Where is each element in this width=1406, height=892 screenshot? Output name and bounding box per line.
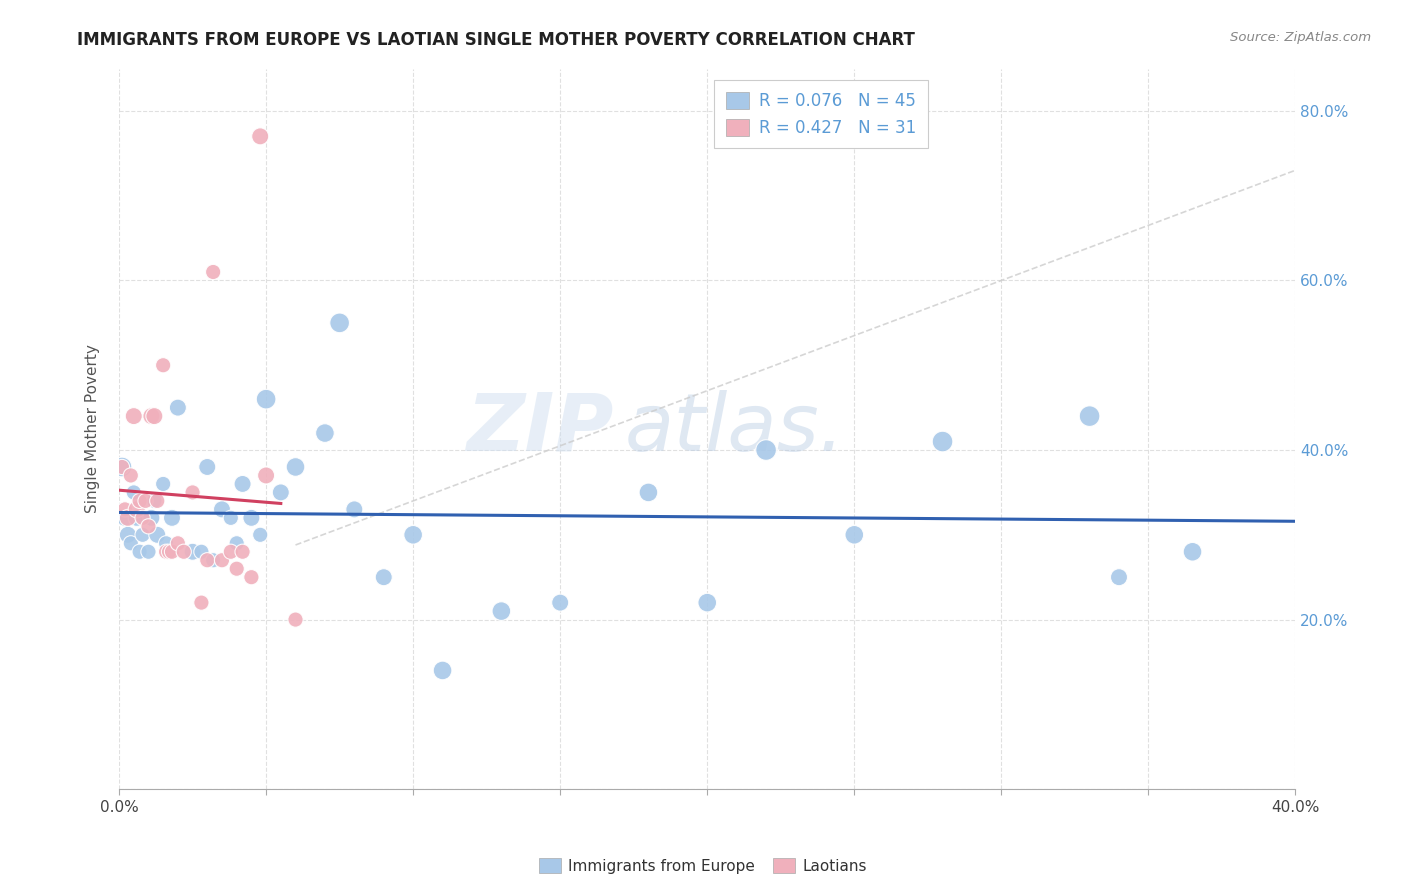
Point [155, 545, 177, 559]
Point [134, 494, 156, 508]
Point [373, 570, 395, 584]
Text: atlas.: atlas. [624, 390, 845, 467]
Point [219, 511, 242, 525]
Text: IMMIGRANTS FROM EUROPE VS LAOTIAN SINGLE MOTHER POVERTY CORRELATION CHART: IMMIGRANTS FROM EUROPE VS LAOTIAN SINGLE… [77, 31, 915, 49]
Point [122, 485, 145, 500]
Point [314, 426, 336, 441]
Point [160, 545, 183, 559]
Point [138, 545, 160, 559]
Point [755, 443, 778, 458]
Point [225, 562, 247, 576]
Point [232, 477, 254, 491]
Point [195, 460, 218, 475]
Point [240, 570, 263, 584]
Point [270, 485, 292, 500]
Point [225, 536, 247, 550]
Point [167, 536, 190, 550]
Point [249, 129, 271, 144]
Y-axis label: Single Mother Poverty: Single Mother Poverty [86, 344, 100, 513]
Point [343, 502, 366, 516]
Point [432, 664, 454, 678]
Point [254, 392, 277, 406]
Point [141, 511, 163, 525]
Point [117, 528, 139, 542]
Point [696, 596, 718, 610]
Point [146, 528, 169, 542]
Point [329, 316, 352, 330]
Text: Source: ZipAtlas.com: Source: ZipAtlas.com [1230, 31, 1371, 45]
Point [173, 545, 195, 559]
Point [167, 401, 190, 415]
Text: ZIP: ZIP [465, 390, 613, 467]
Point [637, 485, 659, 500]
Point [131, 511, 153, 525]
Point [931, 434, 953, 449]
Point [111, 460, 134, 475]
Point [125, 511, 148, 525]
Point [146, 494, 169, 508]
Point [1108, 570, 1130, 584]
Point [143, 494, 166, 508]
Point [844, 528, 866, 542]
Point [181, 545, 204, 559]
Point [157, 545, 180, 559]
Point [114, 511, 136, 525]
Point [284, 613, 307, 627]
Point [190, 545, 212, 559]
Point [120, 468, 142, 483]
Point [249, 528, 271, 542]
Point [125, 502, 148, 516]
Point [548, 596, 571, 610]
Point [160, 511, 183, 525]
Point [211, 502, 233, 516]
Legend: R = 0.076   N = 45, R = 0.427   N = 31: R = 0.076 N = 45, R = 0.427 N = 31 [714, 80, 928, 148]
Legend: Immigrants from Europe, Laotians: Immigrants from Europe, Laotians [533, 852, 873, 880]
Point [111, 460, 134, 475]
Point [190, 596, 212, 610]
Point [155, 536, 177, 550]
Point [117, 511, 139, 525]
Point [1078, 409, 1101, 423]
Point [122, 409, 145, 423]
Point [128, 494, 150, 508]
Point [131, 528, 153, 542]
Point [254, 468, 277, 483]
Point [240, 511, 263, 525]
Point [402, 528, 425, 542]
Point [152, 358, 174, 372]
Point [143, 409, 166, 423]
Point [211, 553, 233, 567]
Point [152, 477, 174, 491]
Point [141, 409, 163, 423]
Point [284, 460, 307, 475]
Point [181, 485, 204, 500]
Point [114, 502, 136, 516]
Point [202, 265, 225, 279]
Point [491, 604, 513, 618]
Point [219, 545, 242, 559]
Point [138, 519, 160, 533]
Point [195, 553, 218, 567]
Point [128, 545, 150, 559]
Point [232, 545, 254, 559]
Point [120, 536, 142, 550]
Point [202, 553, 225, 567]
Point [1181, 545, 1204, 559]
